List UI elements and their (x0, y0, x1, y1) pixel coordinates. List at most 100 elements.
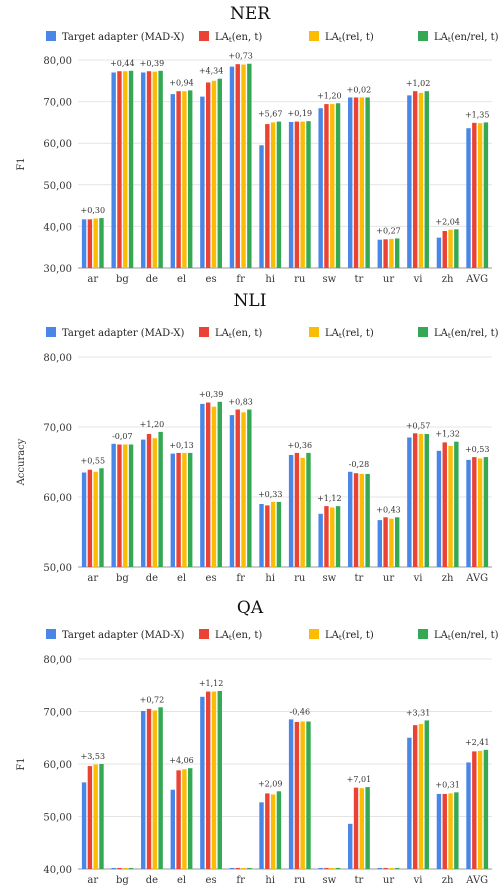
bar-ru-s2 (294, 121, 300, 269)
bar-bg-s1 (111, 443, 116, 567)
bar-tr-s3 (359, 473, 365, 567)
bar-vi-s1 (407, 437, 412, 567)
bar-de-s3 (152, 710, 158, 869)
bar-de-s4 (158, 707, 163, 869)
y-tick-label: 80,00 (43, 353, 72, 364)
bar-fr-s1 (229, 415, 235, 567)
y-axis-label: F1 (16, 157, 27, 170)
x-tick-label: ur (383, 274, 394, 285)
bar-tr-s2 (353, 473, 359, 567)
bar-es-s1 (200, 403, 205, 567)
bar-zh-s2 (442, 442, 447, 567)
x-tick-label: ar (87, 274, 98, 285)
delta-annotation: +0,31 (435, 780, 460, 789)
delta-annotation: +0,13 (169, 441, 194, 450)
bar-sw-s2 (324, 506, 329, 567)
y-tick-label: 30,00 (43, 264, 72, 275)
bar-ar-s1 (81, 219, 87, 268)
bar-fr-s3 (241, 412, 246, 567)
bar-zh-s4 (454, 792, 459, 869)
bar-vi-s4 (424, 434, 429, 567)
legend-swatch (418, 31, 428, 41)
x-tick-label: sw (323, 274, 337, 285)
x-tick-label: vi (413, 875, 423, 886)
bar-es-s2 (205, 691, 211, 869)
bar-de-s2 (146, 434, 152, 567)
delta-annotation: +1,35 (465, 110, 490, 119)
x-tick-label: hi (265, 573, 275, 584)
bar-de-s4 (158, 70, 163, 268)
bar-de-s3 (152, 71, 158, 268)
x-tick-label: tr (355, 875, 364, 886)
delta-annotation: +0,43 (376, 505, 401, 514)
bar-avg-s2 (472, 457, 477, 567)
bar-sw-s2 (324, 104, 329, 268)
bar-vi-s3 (418, 724, 424, 869)
x-tick-label: fr (236, 274, 245, 285)
delta-annotation: +0,72 (140, 695, 165, 704)
bar-tr-s1 (348, 97, 353, 268)
bar-de-s1 (141, 439, 146, 567)
bar-ur-s3 (389, 238, 394, 268)
bar-hi-s1 (259, 145, 264, 268)
bar-ru-s3 (300, 457, 305, 567)
bar-bg-s4 (128, 867, 134, 869)
bar-tr-s1 (348, 471, 353, 567)
y-tick-label: 40,00 (43, 865, 72, 876)
y-axis-label: Accuracy (16, 438, 27, 486)
legend-swatch (199, 629, 209, 639)
bar-zh-s1 (436, 793, 442, 869)
x-tick-label: vi (413, 573, 423, 584)
bar-ar-s3 (93, 218, 98, 268)
bar-tr-s4 (365, 787, 370, 869)
bar-fr-s4 (247, 63, 252, 268)
bar-ur-s2 (383, 239, 388, 268)
delta-annotation: +2,09 (258, 779, 283, 788)
delta-annotation: +1,20 (317, 91, 342, 100)
bar-avg-s3 (477, 458, 483, 567)
delta-annotation: +0,02 (347, 85, 372, 94)
legend-entry: LAt(rel, t) (325, 32, 374, 44)
chart-title: NER (230, 4, 271, 24)
bar-ar-s2 (87, 766, 93, 869)
delta-annotation: +3,31 (406, 708, 431, 717)
delta-annotation: +2,04 (435, 217, 460, 226)
y-tick-label: 60,00 (43, 493, 72, 504)
y-tick-label: 70,00 (43, 708, 72, 719)
bar-es-s1 (200, 96, 205, 268)
y-tick-label: 60,00 (43, 139, 72, 150)
delta-annotation: +0,83 (228, 398, 253, 407)
bar-sw-s3 (330, 507, 335, 567)
delta-annotation: +1,32 (435, 430, 460, 439)
bar-avg-s4 (483, 749, 489, 869)
bar-avg-s2 (472, 751, 477, 869)
bar-tr-s4 (365, 473, 370, 567)
bar-es-s3 (211, 406, 217, 567)
chart-ner: NER Target adapter (MAD-X) LAt(en, t) LAt(r… (16, 4, 499, 285)
x-tick-label: ar (87, 875, 98, 886)
x-tick-label: AVG (465, 573, 488, 584)
delta-annotation: -0,46 (290, 707, 311, 716)
bar-fr-s1 (229, 867, 235, 869)
legend-entry: LAt(rel, t) (325, 630, 374, 642)
bar-el-s3 (182, 452, 187, 567)
bar-ur-s3 (389, 867, 394, 869)
delta-annotation: +3,53 (81, 752, 106, 761)
bar-de-s2 (146, 71, 152, 269)
delta-annotation: +1,12 (317, 494, 342, 503)
bar-bg-s1 (111, 72, 116, 268)
delta-annotation: +0,53 (465, 445, 490, 454)
bar-bg-s2 (117, 867, 122, 869)
delta-annotation: +2,41 (465, 738, 490, 747)
legend-entry: LAt(en/rel, t) (434, 630, 499, 642)
bar-es-s3 (211, 80, 217, 268)
x-tick-label: bg (116, 573, 129, 584)
legend-swatch (199, 31, 209, 41)
bar-hi-s2 (265, 505, 270, 567)
bar-ar-s4 (99, 218, 104, 268)
bar-bg-s3 (123, 867, 128, 869)
bar-fr-s3 (241, 867, 246, 869)
bar-sw-s4 (335, 506, 341, 567)
chart-qa: QA Target adapter (MAD-X) LAt(en, t) LAt(re… (16, 598, 499, 886)
bar-hi-s4 (276, 791, 282, 869)
